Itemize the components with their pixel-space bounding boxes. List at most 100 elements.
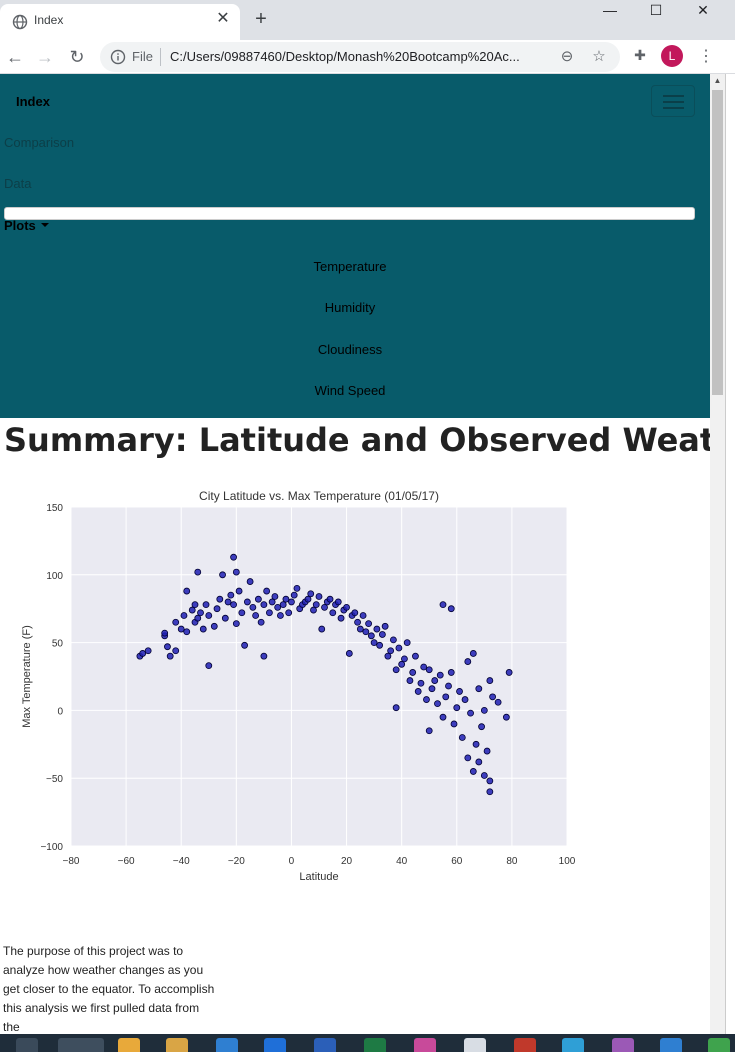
chrome-taskbar-icon[interactable] <box>58 1038 104 1052</box>
data-point <box>321 603 328 611</box>
data-point <box>428 685 436 693</box>
data-point <box>227 591 235 599</box>
scroll-up-arrow-icon[interactable]: ▲ <box>713 76 722 85</box>
vscode-icon[interactable] <box>660 1038 682 1052</box>
taskbar-app-icon-5[interactable] <box>562 1038 584 1052</box>
start-icon[interactable] <box>16 1038 38 1052</box>
windows-taskbar <box>0 1034 735 1052</box>
plot-area <box>71 507 567 846</box>
maximize-button[interactable]: ☐ <box>649 2 663 18</box>
data-point <box>312 601 320 609</box>
taskbar-app-icon-3[interactable] <box>464 1038 486 1052</box>
extensions-icon[interactable]: ✚ <box>634 47 646 63</box>
close-window-button[interactable]: ✕ <box>697 2 709 18</box>
scrollbar-thumb[interactable] <box>712 90 723 395</box>
data-point <box>183 628 191 636</box>
page-scrollbar[interactable]: ▲ <box>710 74 725 1034</box>
page-title: Summary: Latitude and Observed Weather <box>4 421 710 459</box>
data-point <box>194 568 202 576</box>
data-point <box>414 688 422 695</box>
data-point <box>232 620 240 628</box>
x-tick-label: −60 <box>118 856 135 867</box>
browser-tab-strip: Index ✕ + — ☐ ✕ <box>0 0 735 40</box>
browser-tab[interactable]: Index ✕ <box>0 4 240 40</box>
address-bar[interactable]: File C:/Users/09887460/Desktop/Monash%20… <box>100 42 620 72</box>
data-point <box>351 609 359 617</box>
data-point <box>370 639 378 647</box>
edge-icon[interactable] <box>216 1038 238 1052</box>
data-point <box>439 601 447 609</box>
data-point <box>271 593 279 600</box>
data-point <box>199 625 207 633</box>
data-point <box>486 788 494 796</box>
taskbar-app-icon-6[interactable] <box>612 1038 634 1052</box>
taskbar-app-icon[interactable] <box>166 1038 188 1052</box>
data-point <box>268 598 276 606</box>
data-point <box>288 598 295 606</box>
plots-dropdown-toggle[interactable]: Plots <box>4 218 36 233</box>
data-point <box>356 625 364 633</box>
forward-button[interactable]: → <box>36 47 54 67</box>
outlook-icon[interactable] <box>264 1038 286 1052</box>
x-tick-label: 80 <box>506 856 518 867</box>
taskbar-app-icon-7[interactable] <box>708 1038 730 1052</box>
excel-icon[interactable] <box>364 1038 386 1052</box>
intro-paragraph: The purpose of this project was to analy… <box>3 944 215 1034</box>
data-point <box>475 685 483 693</box>
data-point <box>307 590 315 598</box>
data-point <box>277 612 284 619</box>
y-tick-label: 150 <box>46 503 63 514</box>
x-tick-label: 100 <box>559 856 576 867</box>
nav-link-comparison[interactable]: Comparison <box>4 135 75 150</box>
data-point <box>486 677 494 684</box>
dropdown-item-temperature[interactable]: Temperature <box>313 259 387 274</box>
info-icon[interactable] <box>110 49 126 65</box>
tab-close-icon[interactable]: ✕ <box>216 10 230 27</box>
taskbar-app-icon-2[interactable] <box>414 1038 436 1052</box>
star-icon[interactable]: ☆ <box>592 48 606 65</box>
dropdown-item-cloudiness[interactable]: Cloudiness <box>317 342 383 357</box>
data-point <box>475 758 483 766</box>
dropdown-item-wind-speed[interactable]: Wind Speed <box>314 383 386 398</box>
data-point <box>249 603 257 611</box>
data-point <box>384 652 392 660</box>
data-point <box>447 605 455 613</box>
data-point <box>210 622 218 630</box>
data-point <box>188 606 196 614</box>
data-point <box>139 650 147 657</box>
word-icon[interactable] <box>314 1038 336 1052</box>
navbar-toggler-button[interactable] <box>651 85 695 117</box>
menu-kebab-icon[interactable]: ⋮ <box>698 48 714 65</box>
profile-avatar[interactable]: L <box>661 45 683 67</box>
plots-dropdown-bar[interactable] <box>4 207 695 220</box>
zoom-icon[interactable]: ⊖ <box>560 48 574 65</box>
data-point <box>505 669 513 676</box>
taskbar-app-icon-4[interactable] <box>514 1038 536 1052</box>
data-point <box>290 591 298 599</box>
minimize-button[interactable]: — <box>603 2 617 18</box>
data-point <box>257 618 265 626</box>
data-point <box>166 652 174 660</box>
dropdown-item-humidity[interactable]: Humidity <box>324 300 376 315</box>
data-point <box>425 727 433 735</box>
data-point <box>197 609 204 617</box>
navbar-brand[interactable]: Index <box>16 94 50 109</box>
y-tick-label: 0 <box>57 706 63 717</box>
url-text[interactable]: C:/Users/09887460/Desktop/Monash%20Bootc… <box>170 49 520 64</box>
data-point <box>464 754 472 762</box>
file-explorer-icon[interactable] <box>118 1038 140 1052</box>
data-point <box>403 639 411 647</box>
data-point <box>467 709 474 717</box>
reload-button[interactable]: ↻ <box>69 47 85 67</box>
data-point <box>241 641 249 649</box>
page-viewport: Index Comparison Data Plots Temperature … <box>0 74 710 1034</box>
scheme-label: File <box>132 49 153 64</box>
new-tab-button[interactable]: + <box>255 8 267 30</box>
data-point <box>260 601 268 609</box>
nav-link-data[interactable]: Data <box>4 176 32 191</box>
data-point <box>310 606 317 614</box>
data-point <box>172 618 180 626</box>
data-point <box>387 647 395 655</box>
data-point <box>238 609 246 617</box>
back-button[interactable]: ← <box>6 47 24 67</box>
